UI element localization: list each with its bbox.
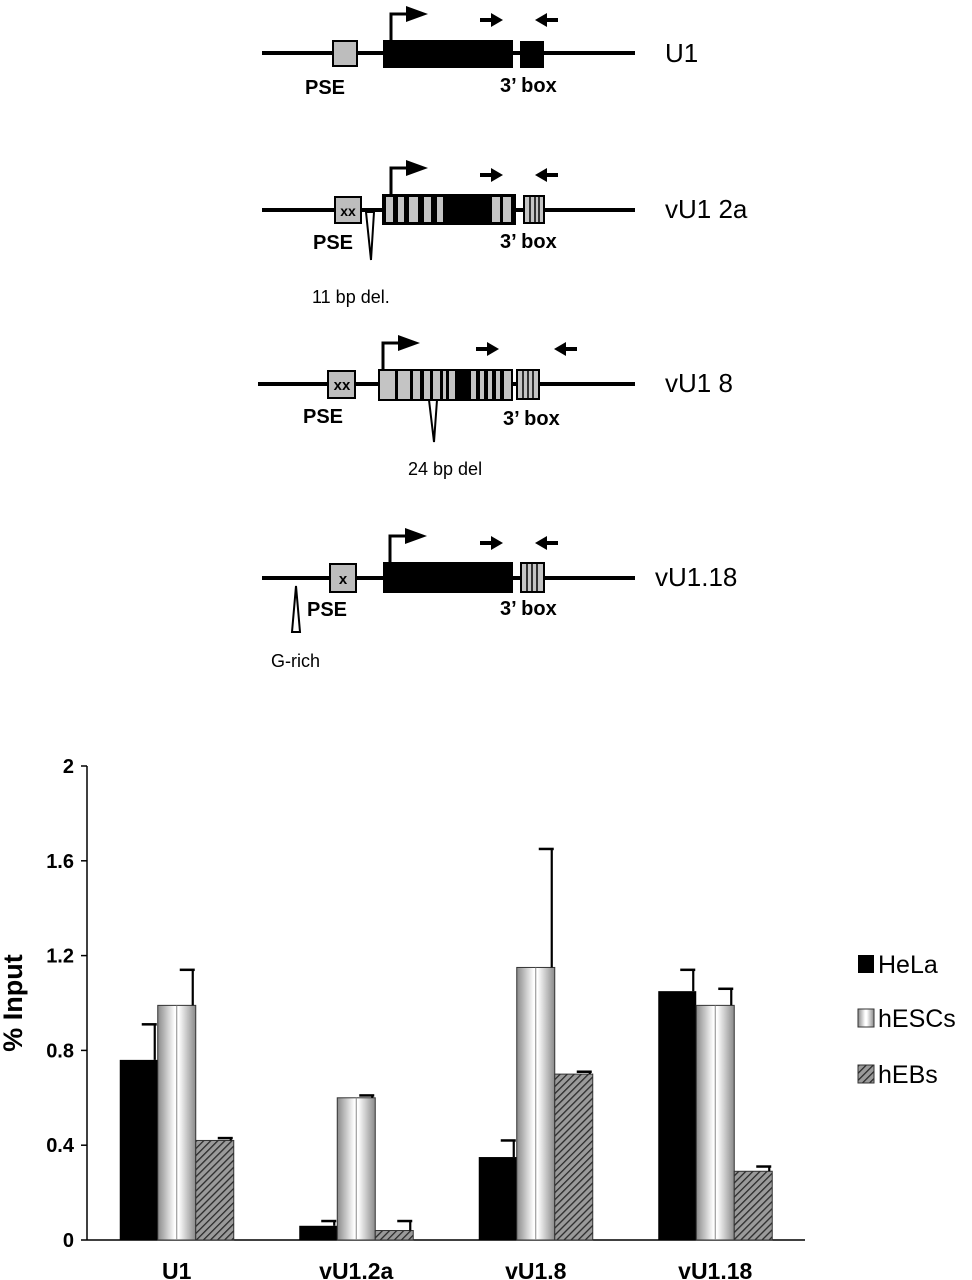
diagram-vu1-18: x PSE 3’ box G-rich vU1.18	[262, 528, 737, 671]
y-tick-label: 1.2	[46, 946, 74, 968]
pse-box	[334, 196, 362, 224]
reverse-primer-icon	[535, 536, 558, 550]
bar-hebs	[733, 1170, 773, 1241]
legend-label-hela: HeLa	[878, 951, 938, 979]
diagram-vu1-8: xx PS	[258, 335, 733, 479]
legend: HeLa hESCs hEBs	[857, 951, 956, 1089]
deletion-wedge-icon	[364, 211, 376, 261]
pse-box	[329, 563, 357, 593]
pse-mutation-mark: x	[339, 571, 348, 588]
deletion-label: 24 bp del	[408, 459, 482, 479]
legend-label-hebs: hEBs	[878, 1061, 938, 1089]
three-prime-box-label: 3’ box	[500, 75, 557, 97]
tss-arrow	[389, 166, 410, 195]
y-tick-label: 0.4	[46, 1135, 75, 1157]
three-prime-box-label: 3’ box	[500, 231, 557, 253]
y-tick-label: 2	[63, 756, 74, 778]
pse-label: PSE	[305, 77, 345, 99]
x-tick-label: vU1.2a	[319, 1258, 393, 1280]
tss-arrow	[388, 534, 409, 562]
pse-mutation-mark: xx	[334, 377, 351, 394]
forward-primer-icon	[480, 536, 503, 550]
tss-arrow	[381, 341, 402, 370]
gene-name-label: U1	[665, 38, 698, 68]
y-tick-label: 0	[63, 1230, 74, 1252]
three-prime-box-label: 3’ box	[500, 598, 557, 620]
forward-primer-icon	[480, 13, 503, 27]
reverse-primer-icon	[535, 168, 558, 182]
three-prime-stripes	[522, 371, 534, 398]
x-tick-labels: U1 vU1.2a vU1.8 vU1.18	[162, 1258, 752, 1280]
reverse-primer-icon	[535, 13, 558, 27]
y-axis-label: % Input	[0, 954, 28, 1051]
three-prime-stripes	[529, 197, 540, 222]
legend-swatch-hela	[858, 955, 874, 973]
three-prime-box	[523, 195, 545, 224]
x-tick-label: vU1.18	[678, 1258, 752, 1280]
legend-swatch-hescs	[857, 1008, 875, 1028]
bar-hela	[299, 1225, 338, 1240]
diagram-u1: PSE 3’ box U1	[262, 6, 698, 99]
gene-body	[383, 40, 513, 68]
pse-label: PSE	[313, 232, 353, 254]
pse-box	[327, 370, 356, 399]
deletion-wedge-icon	[427, 399, 439, 443]
three-prime-stripes	[526, 564, 538, 591]
x-tick-label: U1	[162, 1258, 192, 1280]
pse-box	[332, 40, 358, 67]
bar-hebs	[554, 1073, 594, 1241]
reverse-primer-icon	[554, 342, 577, 356]
bars	[119, 847, 773, 1241]
pse-mutation-mark: xx	[340, 203, 356, 219]
tss-arrow-head	[398, 335, 420, 351]
y-tick-label: 1.6	[46, 851, 74, 873]
bar-hela	[119, 1059, 158, 1240]
bar-hebs	[374, 1230, 414, 1241]
legend-label-hescs: hESCs	[878, 1005, 956, 1033]
gene-name-label: vU1 2a	[665, 194, 748, 224]
legend-swatch-hebs	[857, 1064, 875, 1084]
bar-hela	[658, 991, 697, 1240]
gene-body	[383, 562, 513, 593]
bar-hela	[478, 1157, 517, 1240]
x-tick-label: vU1.8	[505, 1258, 567, 1280]
forward-primer-icon	[476, 342, 499, 356]
bar-chart: 0 0.4 0.8 1.2 1.6 2 U1 vU1.2a vU1.8 vU1.18 % Inp…	[0, 756, 956, 1280]
tss-arrow-head	[406, 6, 428, 22]
gene-body	[378, 369, 513, 401]
y-tick-label: 0.8	[46, 1040, 74, 1062]
y-ticks: 0 0.4 0.8 1.2 1.6 2	[46, 756, 87, 1252]
gene-name-label: vU1 8	[665, 368, 733, 398]
variant-stripes	[395, 371, 504, 399]
variant-stripes	[386, 197, 511, 222]
pse-label: PSE	[303, 406, 343, 428]
tss-arrow-head	[406, 160, 428, 176]
bar-hebs	[195, 1139, 235, 1241]
tss-arrow-head	[405, 528, 427, 544]
tss-arrow	[389, 12, 410, 40]
gene-name-label: vU1.18	[655, 562, 737, 592]
g-rich-label: G-rich	[271, 651, 320, 671]
deletion-label: 11 bp del.	[312, 287, 390, 307]
g-rich-wedge-icon	[290, 585, 302, 633]
pse-label: PSE	[307, 599, 347, 621]
three-prime-box-label: 3’ box	[503, 408, 560, 430]
three-prime-box	[520, 41, 544, 68]
forward-primer-icon	[480, 168, 503, 182]
diagram-vu1-2a: xx PSE 3’ box 11 bp del.	[262, 160, 748, 307]
